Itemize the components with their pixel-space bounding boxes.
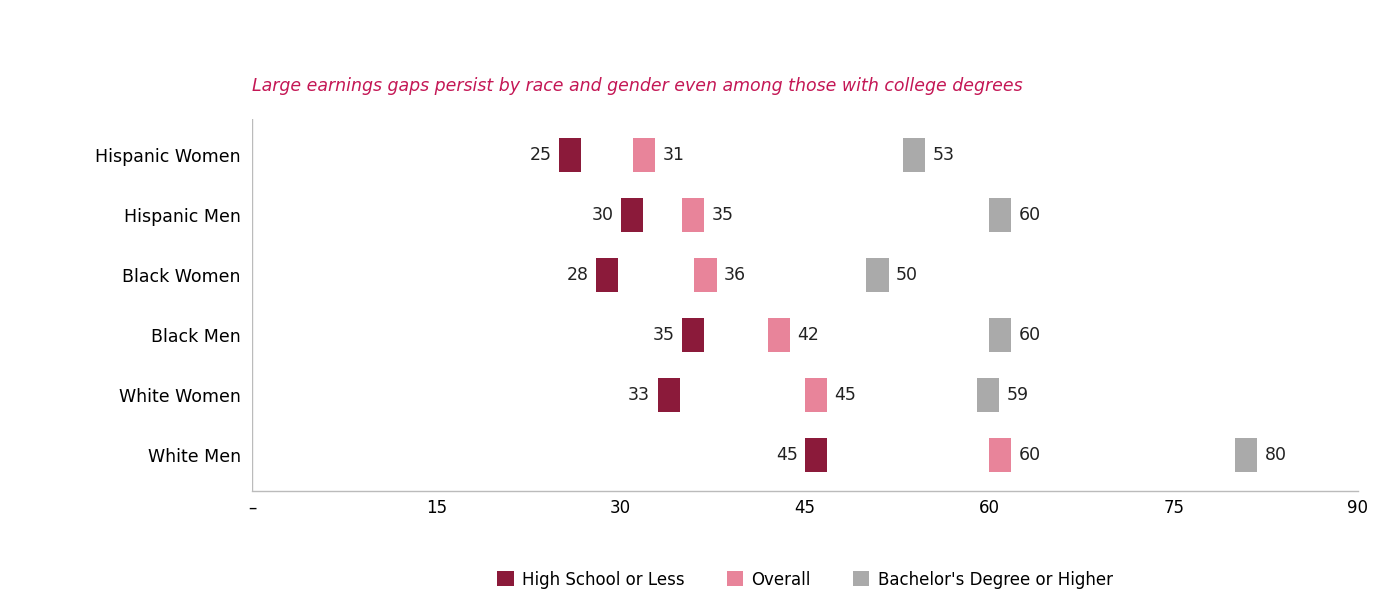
Bar <box>769 318 790 352</box>
Bar <box>903 138 925 172</box>
Bar <box>633 138 655 172</box>
Text: 53: 53 <box>932 146 955 164</box>
Bar <box>620 198 643 232</box>
Bar <box>682 198 704 232</box>
Text: 35: 35 <box>652 326 675 344</box>
Text: 36: 36 <box>724 266 746 284</box>
Text: 35: 35 <box>711 206 734 224</box>
Bar <box>990 318 1011 352</box>
Bar <box>990 198 1011 232</box>
Text: 80: 80 <box>1264 446 1287 464</box>
Text: 31: 31 <box>662 146 685 164</box>
Text: 45: 45 <box>776 446 798 464</box>
Bar <box>658 378 679 412</box>
Bar <box>596 258 619 292</box>
Text: 60: 60 <box>1019 206 1042 224</box>
Text: 42: 42 <box>798 326 819 344</box>
Text: 59: 59 <box>1007 386 1029 404</box>
Bar <box>805 438 827 472</box>
Bar <box>977 378 1000 412</box>
Bar <box>559 138 581 172</box>
Bar <box>682 318 704 352</box>
Bar <box>867 258 889 292</box>
Text: 33: 33 <box>629 386 650 404</box>
Text: Large earnings gaps persist by race and gender even among those with college deg: Large earnings gaps persist by race and … <box>252 77 1022 95</box>
Text: 30: 30 <box>591 206 613 224</box>
Text: 45: 45 <box>834 386 857 404</box>
Text: 50: 50 <box>896 266 918 284</box>
Text: 28: 28 <box>567 266 589 284</box>
Bar <box>1235 438 1257 472</box>
Legend: High School or Less, Overall, Bachelor's Degree or Higher: High School or Less, Overall, Bachelor's… <box>497 571 1113 588</box>
Bar <box>694 258 717 292</box>
Text: Median Annual Earnings, 2015 ($'000s): Median Annual Earnings, 2015 ($'000s) <box>438 19 962 43</box>
Text: 25: 25 <box>529 146 552 164</box>
Text: 60: 60 <box>1019 326 1042 344</box>
Bar <box>990 438 1011 472</box>
Text: 60: 60 <box>1019 446 1042 464</box>
Bar <box>805 378 827 412</box>
